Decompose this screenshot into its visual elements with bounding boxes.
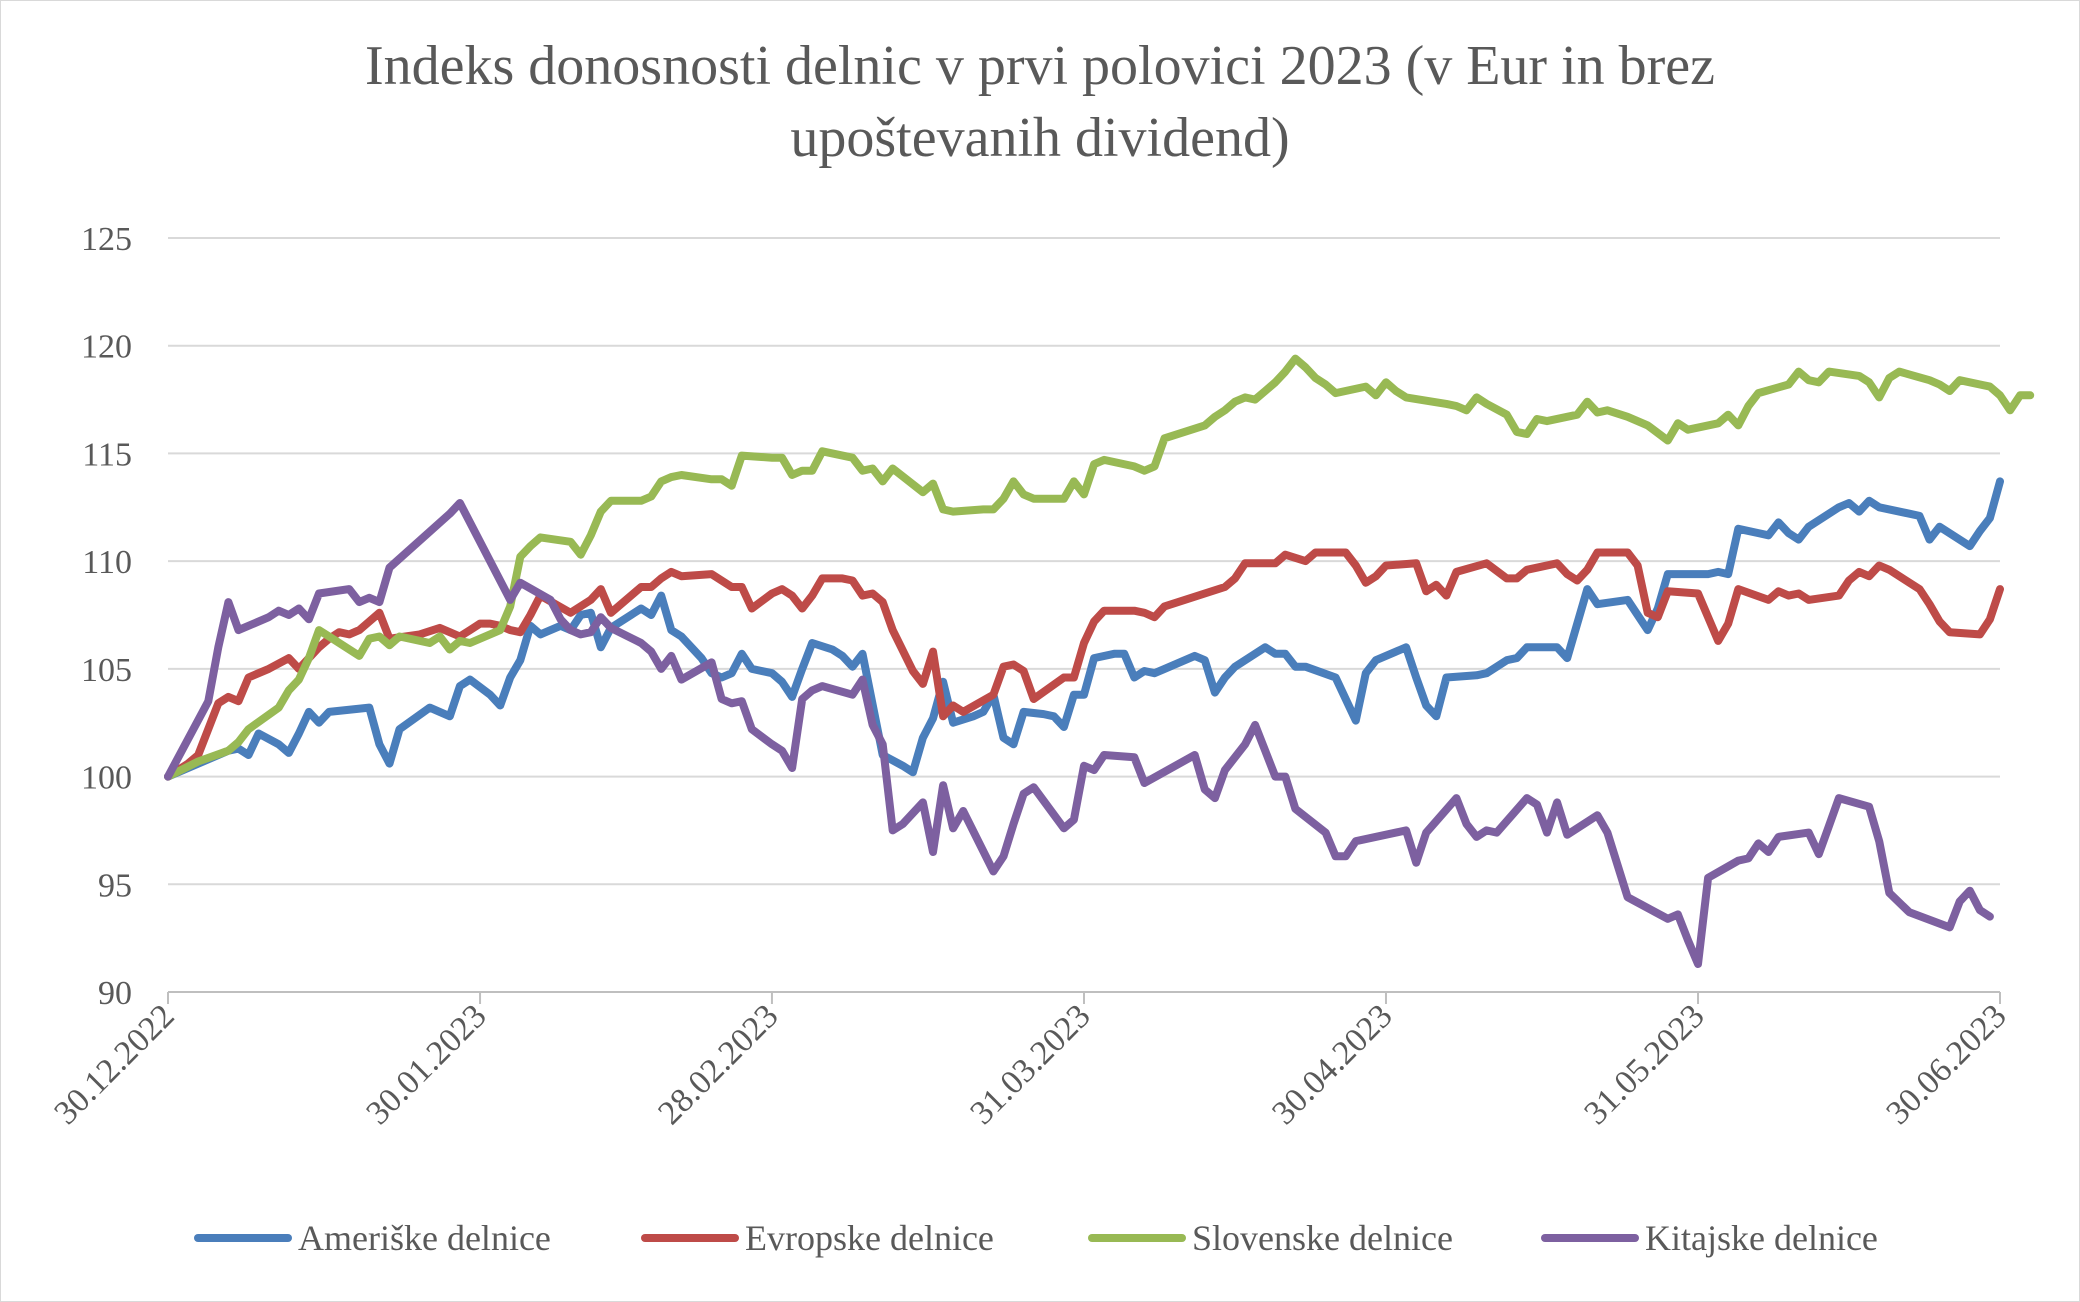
x-tick-label-3: 31.03.2023	[963, 997, 1097, 1131]
x-tick-label-2: 28.02.2023	[651, 997, 785, 1131]
x-tick-label-1: 30.01.2023	[359, 997, 493, 1131]
y-tick-label-105: 105	[81, 652, 132, 689]
series-line-4	[164, 499, 1994, 968]
series-line-2	[164, 548, 2004, 781]
x-tick-label-0: 30.12.2022	[47, 997, 181, 1131]
y-tick-label-125: 125	[81, 221, 132, 258]
y-tick-label-95: 95	[98, 867, 132, 904]
chart-title-line-1: Indeks donosnosti delnic v prvi polovici…	[365, 35, 1715, 97]
series-line-3	[164, 354, 2035, 781]
legend-label-1: Ameriške delnice	[298, 1218, 551, 1258]
y-tick-label-100: 100	[81, 760, 132, 797]
x-tick-label-4: 30.04.2023	[1265, 997, 1399, 1131]
y-tick-label-90: 90	[98, 975, 132, 1012]
y-tick-label-120: 120	[81, 329, 132, 366]
series-line-1	[164, 477, 2004, 781]
series-lines	[164, 354, 2035, 968]
legend-label-2: Evropske delnice	[745, 1218, 994, 1258]
chart-title-line-2: upoštevanih dividend)	[790, 107, 1290, 169]
x-tick-label-6: 30.06.2023	[1879, 997, 2013, 1131]
y-tick-label-110: 110	[82, 544, 132, 581]
axes: 90 95 100 105 110 115 120 125 30.12.2022 30.01.20…	[47, 221, 2013, 1132]
gridlines	[168, 237, 2000, 886]
x-tick-label-5: 31.05.2023	[1577, 997, 1711, 1131]
y-tick-label-115: 115	[82, 436, 132, 473]
legend-label-4: Kitajske delnice	[1645, 1218, 1878, 1258]
legend: Ameriške delnice Evropske delnice Slovensk…	[194, 1218, 1878, 1258]
legend-label-3: Slovenske delnice	[1192, 1218, 1453, 1258]
chart-title: Indeks donosnosti delnic v prvi polovici…	[0, 30, 2080, 174]
